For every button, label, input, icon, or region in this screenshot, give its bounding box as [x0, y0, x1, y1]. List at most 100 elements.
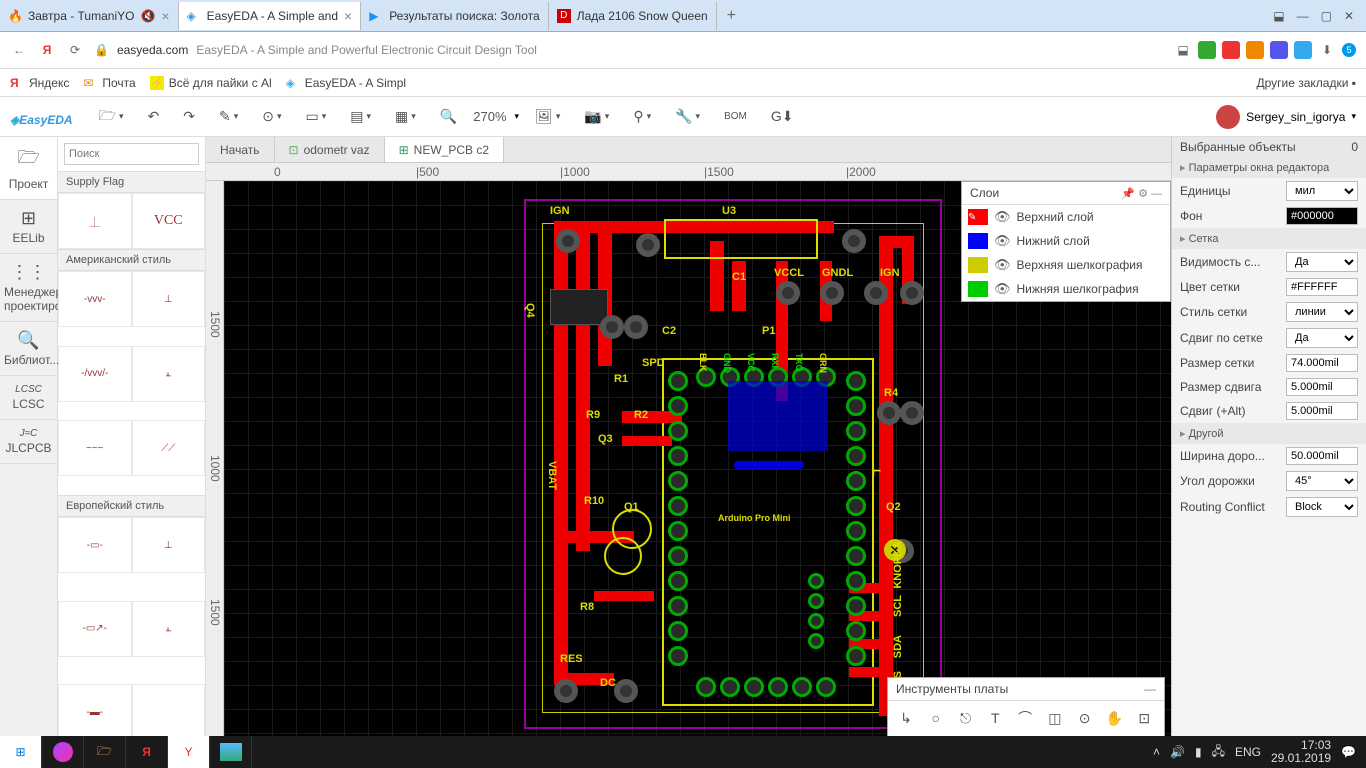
search-input[interactable] [64, 143, 199, 165]
tab-0[interactable]: 🔥Завтра - TumaniYO🔇× [0, 2, 179, 30]
eye-icon[interactable]: 👁 [994, 257, 1011, 273]
tool-arc[interactable]: ⌒ [1011, 705, 1039, 731]
lib-component[interactable]: -▭↗- [58, 601, 132, 657]
tool-rect[interactable]: ◫ [1041, 705, 1069, 731]
close-window-icon[interactable]: ✕ [1344, 9, 1354, 23]
pcb-canvas[interactable]: document.write(Array.from({length:40},(_… [224, 181, 1171, 768]
photos-button[interactable] [210, 736, 252, 768]
lib-component[interactable] [132, 684, 206, 740]
gridcolor-input[interactable] [1286, 278, 1358, 296]
bg-input[interactable] [1286, 207, 1358, 225]
tool-image[interactable]: ⊡ [1130, 705, 1158, 731]
tool-track[interactable]: ↳ [892, 705, 920, 731]
back-icon[interactable]: ← [10, 41, 28, 59]
lib-component[interactable]: -▭- [58, 517, 132, 573]
lang-indicator[interactable]: ENG [1235, 745, 1261, 759]
ext-icon[interactable] [1198, 41, 1216, 59]
eye-icon[interactable]: 👁 [994, 233, 1011, 249]
rail-jlcpcb[interactable]: J≈CJLCPCB [0, 420, 57, 464]
reload-icon[interactable]: ⟳ [66, 41, 84, 59]
app-button[interactable]: Я [126, 736, 168, 768]
tool-via[interactable]: ⎋ [952, 705, 980, 731]
angle-select[interactable]: 45° [1286, 471, 1358, 491]
layer-row[interactable]: 👁Верхняя шелкография [962, 253, 1170, 277]
units-select[interactable]: мил [1286, 181, 1358, 201]
ext-icon[interactable] [1246, 41, 1264, 59]
minimize-icon[interactable]: — [1297, 9, 1309, 23]
conflict-select[interactable]: Block [1286, 497, 1358, 517]
download-icon[interactable]: ⬇ [1318, 41, 1336, 59]
minimize-icon[interactable]: — [1144, 682, 1156, 696]
zoom-value[interactable]: 270% [473, 109, 506, 124]
share-menu[interactable]: ⚲▾ [625, 104, 659, 129]
lib-component[interactable]: ~~~ [58, 420, 132, 476]
shiftsize-input[interactable] [1286, 378, 1358, 396]
rail-eelib[interactable]: ⊞EELib [0, 200, 57, 254]
tool-hole[interactable]: ⊙ [1071, 705, 1099, 731]
bookmark-item[interactable]: ⚡Всё для пайки с Al [150, 76, 272, 90]
url-input[interactable]: 🔒 easyeda.com EasyEDA - A Simple and Pow… [94, 43, 1164, 57]
close-icon[interactable]: × [344, 8, 352, 24]
snap-select[interactable]: Да [1286, 328, 1358, 348]
rail-library[interactable]: 🔍Библиот... [0, 322, 57, 376]
lib-component[interactable]: ⫠ [132, 601, 206, 657]
lib-component[interactable]: -vvv- [58, 271, 132, 327]
rail-lcsc[interactable]: LCSCLCSC [0, 376, 57, 420]
camera-menu[interactable]: 📷▾ [576, 104, 617, 129]
gridstyle-select[interactable]: линии [1286, 302, 1358, 322]
cortana-button[interactable] [42, 736, 84, 768]
tab-1[interactable]: ◈EasyEDA - A Simple and× [179, 2, 362, 30]
lib-section[interactable]: Американский стиль [58, 249, 205, 271]
tool-pad[interactable]: ○ [922, 705, 950, 731]
new-tab-button[interactable]: + [717, 7, 746, 25]
layers-menu[interactable]: ▤▾ [342, 104, 379, 129]
lib-component[interactable]: VCC [132, 193, 206, 249]
layer-row[interactable]: 👁Нижний слой [962, 229, 1170, 253]
section-editor-params[interactable]: Параметры окна редактора [1172, 157, 1366, 178]
tray-up-icon[interactable]: ˄ [1153, 745, 1160, 759]
lib-component[interactable]: -▬- [58, 684, 132, 740]
notifications-icon[interactable]: 💬 [1341, 745, 1356, 759]
rail-project[interactable]: 🗁Проект [0, 137, 57, 200]
layer-row[interactable]: 👁Нижняя шелкография [962, 277, 1170, 301]
bom-button[interactable]: BOM [716, 107, 755, 126]
lib-component[interactable]: ⟋⟋ [132, 420, 206, 476]
close-icon[interactable]: × [161, 8, 169, 24]
altshift-input[interactable] [1286, 402, 1358, 420]
eye-icon[interactable]: 👁 [994, 209, 1011, 225]
visibility-select[interactable]: Да [1286, 252, 1358, 272]
bookmark-item[interactable]: ◈EasyEDA - A Simpl [286, 76, 406, 90]
explorer-button[interactable]: 🗁 [84, 736, 126, 768]
layers-panel[interactable]: Слои📌 ⚙ — ✎👁Верхний слой 👁Нижний слой 👁В… [961, 181, 1171, 302]
bookmark-icon[interactable]: ⬓ [1174, 41, 1192, 59]
doc-tab[interactable]: Начать [206, 137, 275, 162]
battery-icon[interactable]: ▮ [1195, 745, 1202, 759]
undo-button[interactable]: ↶ [140, 104, 168, 129]
tool-text[interactable]: T [981, 705, 1009, 731]
align-menu[interactable]: ▭▾ [298, 104, 335, 129]
section-grid[interactable]: Сетка [1172, 228, 1366, 249]
ext-icon[interactable] [1222, 41, 1240, 59]
user-menu[interactable]: Sergey_sin_igorya▾ [1216, 105, 1356, 129]
gridsize-input[interactable] [1286, 354, 1358, 372]
pin-icon[interactable]: ⬓ [1273, 9, 1284, 23]
ext-icon[interactable] [1294, 41, 1312, 59]
lib-section[interactable]: Supply Flag [58, 171, 205, 193]
view-menu[interactable]: ▦▾ [387, 104, 424, 129]
lib-section[interactable]: Европейский стиль [58, 495, 205, 517]
tools-menu[interactable]: 🔧▾ [667, 104, 708, 129]
lib-component[interactable]: ⏊ [58, 193, 132, 249]
volume-icon[interactable]: 🔊 [1170, 745, 1185, 759]
lib-component[interactable]: ⊥ [132, 517, 206, 573]
bookmark-item[interactable]: ✉Почта [83, 76, 135, 90]
layer-row[interactable]: ✎👁Верхний слой [962, 205, 1170, 229]
doc-tab[interactable]: ⊡odometr vaz [275, 137, 385, 162]
bookmark-item[interactable]: ЯЯндекс [10, 76, 69, 90]
rail-design-manager[interactable]: ⋮⋮Менеджер проектиро [0, 254, 57, 322]
redo-button[interactable]: ↷ [175, 104, 203, 129]
maximize-icon[interactable]: ▢ [1321, 9, 1332, 23]
lib-component[interactable]: -/vvv/- [58, 346, 132, 402]
trackwidth-input[interactable] [1286, 447, 1358, 465]
doc-tab[interactable]: ⊞NEW_PCB с2 [385, 137, 504, 162]
lib-component[interactable]: ⊥ [132, 271, 206, 327]
